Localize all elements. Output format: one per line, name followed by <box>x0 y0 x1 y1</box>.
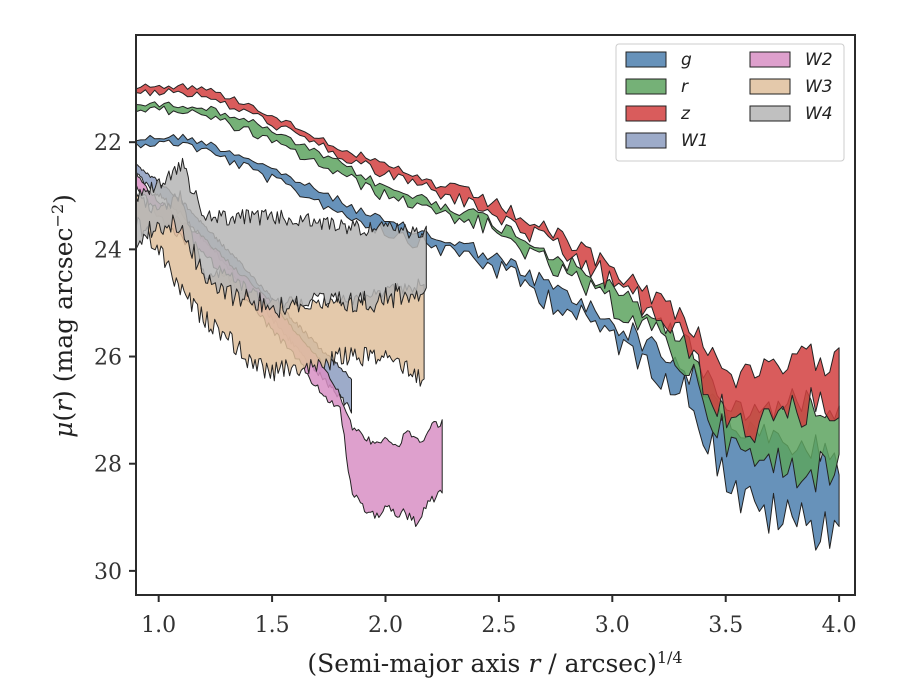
y-axis-title: μ(r) (mag arcsec−2) <box>48 194 79 438</box>
x-axis-title: (Semi-major axis r / arcsec)1/4 <box>307 648 682 679</box>
x-tick-label: 1.5 <box>255 613 290 638</box>
legend-swatch-w4 <box>749 105 791 122</box>
series-band-z <box>136 83 840 444</box>
y-tick-label: 22 <box>94 131 122 156</box>
legend-swatch-w2 <box>749 51 791 68</box>
y-tick-label: 26 <box>94 346 122 371</box>
x-tick-label: 2.5 <box>481 613 516 638</box>
y-tick-label: 30 <box>94 560 122 585</box>
y-axis: 22 24 26 28 30 <box>94 131 136 585</box>
legend: grz W1 W2 W3 W4 <box>615 43 845 162</box>
legend-swatch-z <box>625 105 667 122</box>
legend-swatch-w3 <box>749 78 791 95</box>
legend-swatch-r <box>625 78 667 95</box>
legend-label-w2: W2 <box>805 50 833 70</box>
series-band-r <box>136 101 840 493</box>
legend-label-r: r <box>681 77 689 97</box>
legend-label-g: g <box>681 50 692 70</box>
x-axis: 1.0 1.5 2.0 2.5 3.0 3.5 4.0 <box>141 595 857 638</box>
series-layer <box>136 83 840 551</box>
series-band-g <box>136 133 840 551</box>
y-tick-label: 28 <box>94 453 122 478</box>
legend-label-w1: W1 <box>681 131 709 151</box>
x-tick-label: 3.0 <box>595 613 630 638</box>
legend-frame <box>615 43 845 162</box>
plot-frame <box>135 34 856 596</box>
legend-label-w3: W3 <box>805 77 833 97</box>
legend-label-z: z <box>680 104 691 124</box>
y-tick-label: 24 <box>94 238 122 263</box>
legend-label-w4: W4 <box>805 104 833 124</box>
x-tick-label: 1.0 <box>141 613 176 638</box>
series-band-w4 <box>136 157 427 319</box>
legend-swatch-w1 <box>625 132 667 149</box>
x-tick-label: 4.0 <box>822 613 857 638</box>
x-tick-label: 3.5 <box>708 613 743 638</box>
x-tick-label: 2.0 <box>368 613 403 638</box>
legend-swatch-g <box>625 51 667 68</box>
